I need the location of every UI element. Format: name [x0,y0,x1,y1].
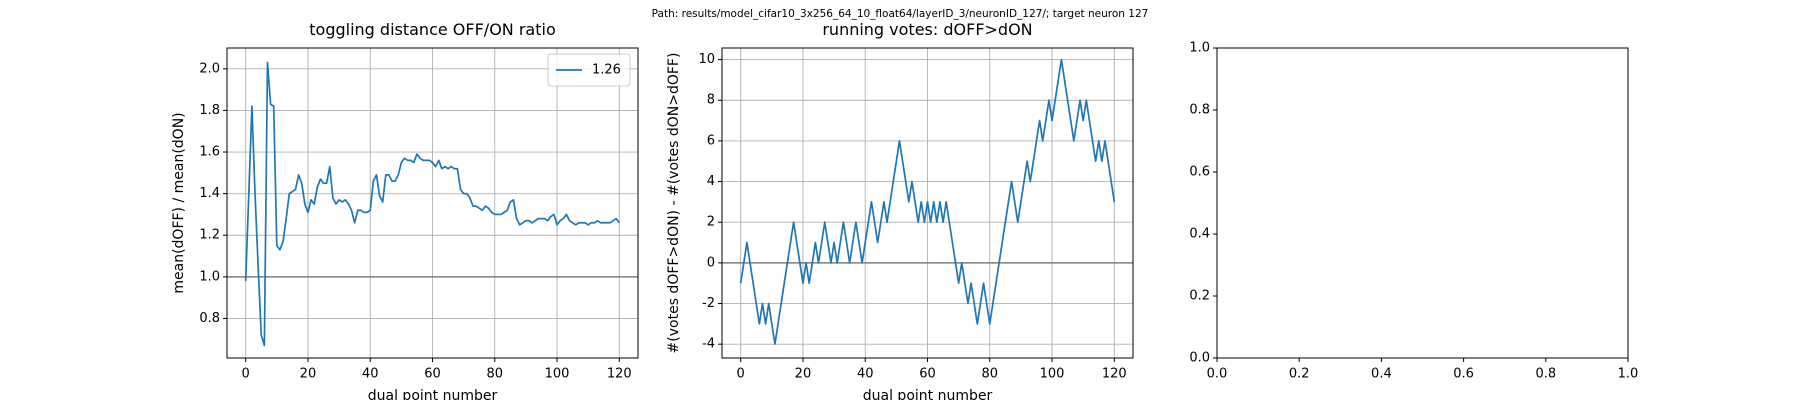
y-tick-label: 2 [707,215,715,230]
data-line [739,58,1116,346]
x-tick-label: 0.6 [1453,367,1474,382]
figure-title: Path: results/model_cifar10_3x256_64_10_… [652,8,1149,20]
y-tick-label: 0.8 [199,311,220,326]
x-tick-label: 20 [795,367,812,382]
x-tick-label: 60 [919,367,936,382]
y-tick-label: 0.4 [1189,227,1210,242]
x-tick-label: 0.4 [1371,367,1392,382]
x-tick-label: 120 [607,367,632,382]
x-tick-label: 0 [242,367,250,382]
y-tick-label: 1.0 [199,269,220,284]
data-line [244,61,621,347]
y-tick-label: -2 [702,296,715,311]
axes-title: running votes: dOFF>dON [822,20,1032,39]
y-tick-label: 0.8 [1189,103,1210,118]
y-tick-label: 2.0 [199,61,220,76]
x-tick-label: 100 [1040,367,1065,382]
x-tick-label: 1.0 [1618,367,1639,382]
x-tick-label: 40 [857,367,874,382]
y-tick-label: 8 [707,93,715,108]
legend-box [547,53,631,87]
legend-label: 1.26 [592,63,621,78]
x-tick-label: 80 [981,367,998,382]
x-tick-label: 40 [362,367,379,382]
plot-area [1217,48,1628,358]
x-axis-label: dual point number [863,388,993,400]
y-tick-label: 1.6 [199,145,220,160]
x-tick-label: 120 [1102,367,1127,382]
y-tick-label: 4 [707,174,715,189]
y-tick-label: 1.0 [1189,41,1210,56]
y-tick-label: 0.6 [1189,165,1210,180]
y-tick-label: 0.0 [1189,351,1210,366]
x-tick-label: 0 [737,367,745,382]
x-tick-label: 0.2 [1289,367,1310,382]
y-tick-label: 6 [707,133,715,148]
x-tick-label: 80 [486,367,503,382]
x-tick-label: 0.0 [1207,367,1228,382]
axes-frame [1216,47,1629,359]
axes-frame [721,47,1134,359]
x-tick-label: 20 [300,367,317,382]
axes-title: toggling distance OFF/ON ratio [309,20,555,39]
y-tick-label: 0 [707,255,715,270]
axes-frame [226,47,639,359]
y-tick-label: 10 [698,52,715,67]
y-tick-label: 0.2 [1189,289,1210,304]
y-axis-label: #(votes dOFF>dON) - #(votes dON>dOFF) [666,53,682,354]
y-tick-label: 1.8 [199,103,220,118]
y-axis-label: mean(dOFF) / mean(dON) [171,112,187,293]
x-axis-label: dual point number [368,388,498,400]
y-tick-label: 1.2 [199,228,220,243]
y-tick-label: -4 [702,337,715,352]
x-tick-label: 100 [545,367,570,382]
x-tick-label: 60 [424,367,441,382]
y-tick-label: 1.4 [199,186,220,201]
x-tick-label: 0.8 [1535,367,1556,382]
